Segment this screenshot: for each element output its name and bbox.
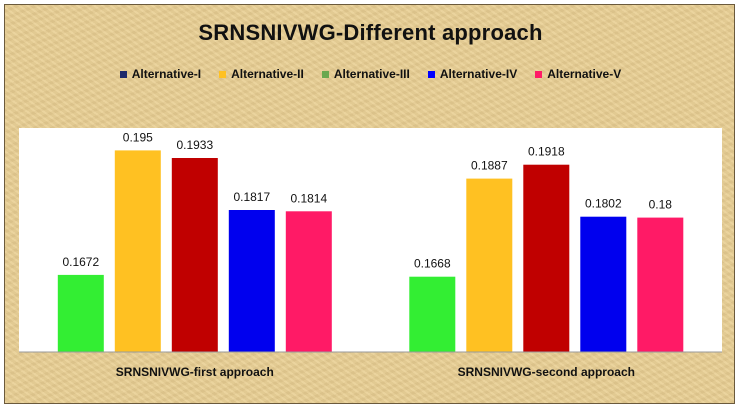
legend-label: Alternative-III: [333, 67, 410, 81]
legend-swatch: [119, 70, 127, 78]
bar-value-label-5: 0.1814: [290, 191, 327, 205]
bar-8: [523, 164, 570, 352]
legend-item-2: Alternative-II: [219, 67, 304, 81]
legend-item-3: Alternative-III: [321, 67, 410, 81]
bar-value-label-6: 0.1668: [414, 257, 451, 271]
chart-title: SRNSNIVWG-Different approach: [198, 20, 543, 45]
bar-6: [409, 276, 456, 352]
bar-value-label-2: 0.195: [123, 130, 153, 144]
bar-value-label-10: 0.18: [649, 198, 673, 212]
bar-4: [228, 210, 275, 352]
legend: Alternative-I Alternative-II Alternative-I…: [0, 67, 741, 81]
legend-swatch: [321, 70, 329, 78]
legend-swatch: [535, 70, 543, 78]
bar-value-label-3: 0.1933: [176, 138, 213, 152]
bar-5: [285, 211, 332, 352]
bar-value-label-9: 0.1802: [585, 197, 622, 211]
legend-swatch: [219, 70, 227, 78]
legend-label: Alternative-IV: [439, 67, 518, 81]
legend-label: Alternative-II: [231, 67, 304, 81]
legend-item-4: Alternative-IV: [427, 67, 518, 81]
category-label-2: SRNSNIVWG-second approach: [458, 365, 635, 379]
legend-label: Alternative-V: [547, 67, 622, 81]
bar-value-label-1: 0.1672: [62, 255, 99, 269]
legend-item-5: Alternative-V: [535, 67, 621, 81]
category-label-1: SRNSNIVWG-first approach: [116, 365, 274, 379]
bar-7: [466, 178, 513, 352]
bar-1: [57, 274, 104, 352]
bar-2: [114, 150, 161, 352]
legend-swatch: [427, 70, 435, 78]
legend-label: Alternative-I: [131, 67, 202, 81]
bar-9: [580, 216, 627, 352]
legend-item-1: Alternative-I: [119, 67, 202, 81]
bar-value-label-7: 0.1887: [471, 159, 508, 173]
bar-value-label-8: 0.1918: [528, 145, 565, 159]
bar-value-label-4: 0.1817: [233, 190, 270, 204]
bar-10: [637, 217, 684, 352]
bar-3: [171, 158, 218, 352]
